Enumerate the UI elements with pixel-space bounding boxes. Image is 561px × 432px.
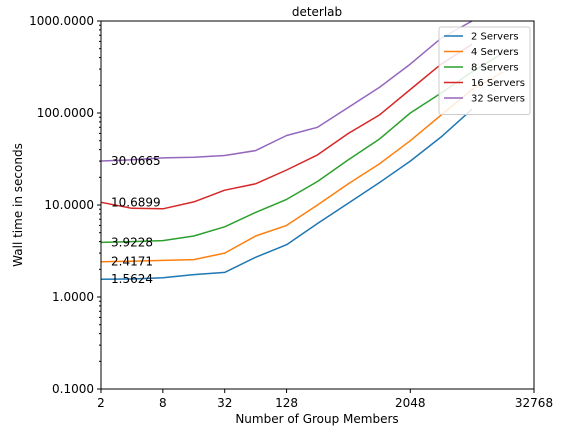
x-axis-label: Number of Group Members: [235, 412, 398, 426]
y-tick-label: 1000.0000: [29, 14, 94, 28]
series-line-4-servers: [100, 71, 504, 263]
legend-box: [438, 26, 531, 115]
legend: 2 Servers 4 Servers 8 Servers 16 Servers 32 …: [438, 26, 531, 115]
legend-label: 2 Servers: [471, 32, 519, 43]
y-tick-label: 0.1000: [52, 382, 94, 396]
series-line-2-servers: [100, 108, 473, 280]
y-tick-label: 10.0000: [44, 198, 94, 212]
series-line-8-servers: [100, 52, 504, 244]
x-tick-label: 2: [97, 396, 105, 410]
x-tick-label: 8: [159, 396, 167, 410]
data-annotation: 3.9228: [111, 235, 153, 249]
series-line-16-servers: [100, 43, 473, 210]
x-tick-label: 32768: [515, 396, 553, 410]
data-annotation: 30.0665: [111, 154, 161, 168]
legend-label: 16 Servers: [471, 78, 525, 89]
data-annotation: 1.5624: [111, 272, 153, 286]
y-tick-label: 1.0000: [52, 290, 94, 304]
y-axis: 0.1000 1.0000 10.0000 100.0000 1000.0000: [29, 14, 101, 396]
legend-label: 32 Servers: [471, 94, 525, 105]
y-tick-label: 100.0000: [37, 106, 94, 120]
x-axis: 2 8 32 128 2048 32768: [97, 389, 553, 410]
chart-title: deterlab: [292, 5, 342, 19]
x-tick-label: 2048: [395, 396, 426, 410]
x-tick-label: 32: [217, 396, 232, 410]
legend-label: 4 Servers: [471, 47, 519, 58]
annotations: 30.0665 10.6899 3.9228 2.4171 1.5624: [111, 154, 161, 286]
data-annotation: 2.4171: [111, 255, 153, 269]
data-annotation: 10.6899: [111, 195, 161, 209]
series-line-32-servers: [100, 20, 473, 162]
x-tick-label: 128: [275, 396, 298, 410]
plot-area: [100, 20, 504, 280]
y-axis-label: Wall time in seconds: [11, 143, 25, 267]
legend-label: 8 Servers: [471, 63, 519, 74]
